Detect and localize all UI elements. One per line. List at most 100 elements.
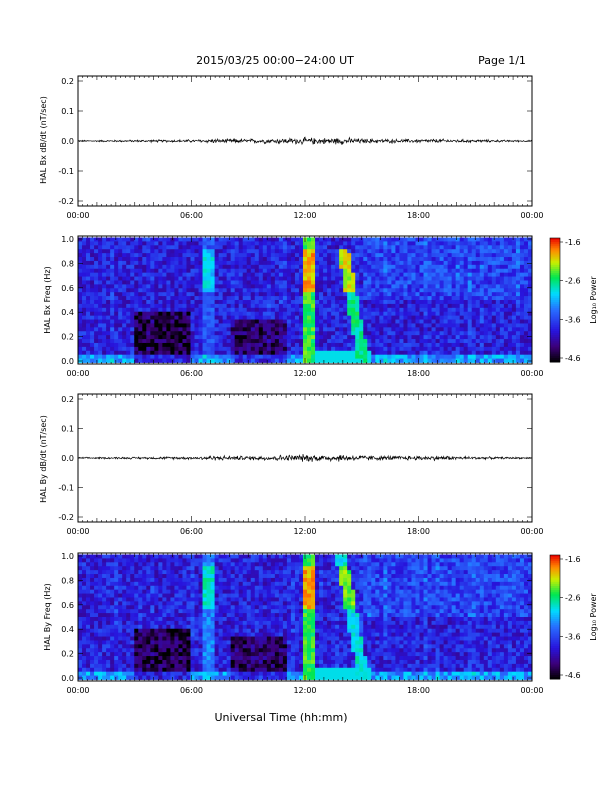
heat-cell	[98, 671, 103, 676]
heat-cell	[150, 288, 155, 293]
colorbar-segment	[550, 287, 560, 291]
heat-cell	[355, 249, 360, 254]
heat-cell	[106, 315, 111, 320]
heat-cell	[475, 319, 481, 324]
heat-cell	[455, 260, 461, 266]
heat-cell	[206, 249, 211, 254]
heat-cell	[222, 323, 228, 328]
heat-cell	[507, 300, 513, 305]
heat-cell	[475, 245, 481, 250]
colorbar-segment	[550, 333, 560, 336]
heat-cell	[319, 335, 324, 340]
colorbar-segment	[550, 359, 560, 363]
heat-cell	[122, 284, 127, 289]
heat-cell	[375, 284, 380, 289]
heat-cell	[98, 620, 103, 626]
heat-cell	[198, 303, 203, 309]
heat-cell	[411, 354, 416, 359]
heat-cell	[274, 253, 280, 258]
heat-cell	[403, 249, 408, 254]
heat-cell	[150, 342, 155, 348]
heat-cell	[162, 257, 167, 262]
heat-cell	[483, 335, 489, 340]
heat-cell	[491, 288, 497, 293]
heat-cell	[447, 300, 453, 305]
heat-cell	[375, 264, 380, 270]
heat-cell	[246, 339, 252, 344]
heat-cell	[82, 566, 87, 571]
heat-cell	[114, 253, 119, 258]
heat-cell	[363, 288, 368, 293]
heat-cell	[238, 331, 244, 336]
heat-cell	[491, 339, 497, 344]
heat-cell	[158, 292, 163, 297]
heat-cell	[110, 570, 115, 575]
heat-cell	[487, 260, 493, 266]
heat-cell	[311, 253, 316, 258]
heat-cell	[282, 300, 288, 305]
heat-cell	[122, 570, 127, 575]
heat-cell	[90, 609, 95, 614]
heat-cell	[419, 268, 424, 274]
heat-cell	[110, 589, 115, 594]
heat-cell	[82, 632, 87, 637]
heat-cell	[323, 253, 328, 258]
heat-cell	[343, 249, 348, 254]
heat-cell	[266, 257, 272, 262]
heat-cell	[150, 327, 155, 332]
heat-cell	[343, 272, 348, 277]
colorbar-segment	[550, 308, 560, 311]
heat-cell	[186, 241, 191, 246]
heat-cell	[451, 253, 457, 258]
heat-cell	[282, 260, 288, 266]
heat-cell	[387, 350, 392, 356]
heat-cell	[138, 335, 143, 340]
heat-cell	[391, 307, 396, 313]
heat-cell	[142, 331, 147, 336]
colorbar-segment	[550, 353, 560, 357]
heat-cell	[134, 667, 139, 673]
heat-cell	[114, 257, 119, 262]
heat-cell	[130, 577, 135, 583]
heat-cell	[511, 346, 517, 352]
heat-cell	[375, 253, 380, 258]
heat-cell	[427, 284, 432, 289]
heat-cell	[403, 339, 408, 344]
heat-cell	[423, 331, 428, 336]
heat-cell	[134, 268, 139, 274]
heat-cell	[347, 276, 352, 281]
heat-cell	[363, 241, 368, 246]
heat-cell	[262, 323, 268, 328]
heat-cell	[323, 331, 328, 336]
heat-cell	[130, 659, 135, 665]
heat-cell	[423, 296, 428, 301]
heat-cell	[471, 253, 477, 258]
heat-cell	[475, 303, 481, 309]
heat-cell	[387, 342, 392, 348]
heat-cell	[391, 346, 396, 352]
heat-cell	[82, 346, 87, 352]
heat-cell	[218, 331, 224, 336]
heat-cell	[102, 327, 107, 332]
heat-cell	[138, 620, 143, 626]
heat-cell	[302, 300, 308, 305]
heat-cell	[307, 307, 312, 313]
heat-cell	[122, 342, 127, 348]
heat-cell	[150, 354, 155, 359]
heat-cell	[262, 331, 268, 336]
heat-cell	[150, 346, 155, 352]
heat-cell	[226, 253, 232, 258]
heat-cell	[194, 280, 199, 285]
heat-cell	[311, 346, 316, 352]
heat-cell	[471, 241, 477, 246]
heat-cell	[435, 335, 440, 340]
heat-cell	[150, 597, 155, 602]
heat-cell	[439, 327, 445, 332]
heat-cell	[90, 628, 95, 634]
heat-cell	[274, 296, 280, 301]
heat-cell	[339, 335, 344, 340]
heat-cell	[427, 346, 432, 352]
heat-cell	[274, 331, 280, 336]
heat-cell	[134, 628, 139, 634]
